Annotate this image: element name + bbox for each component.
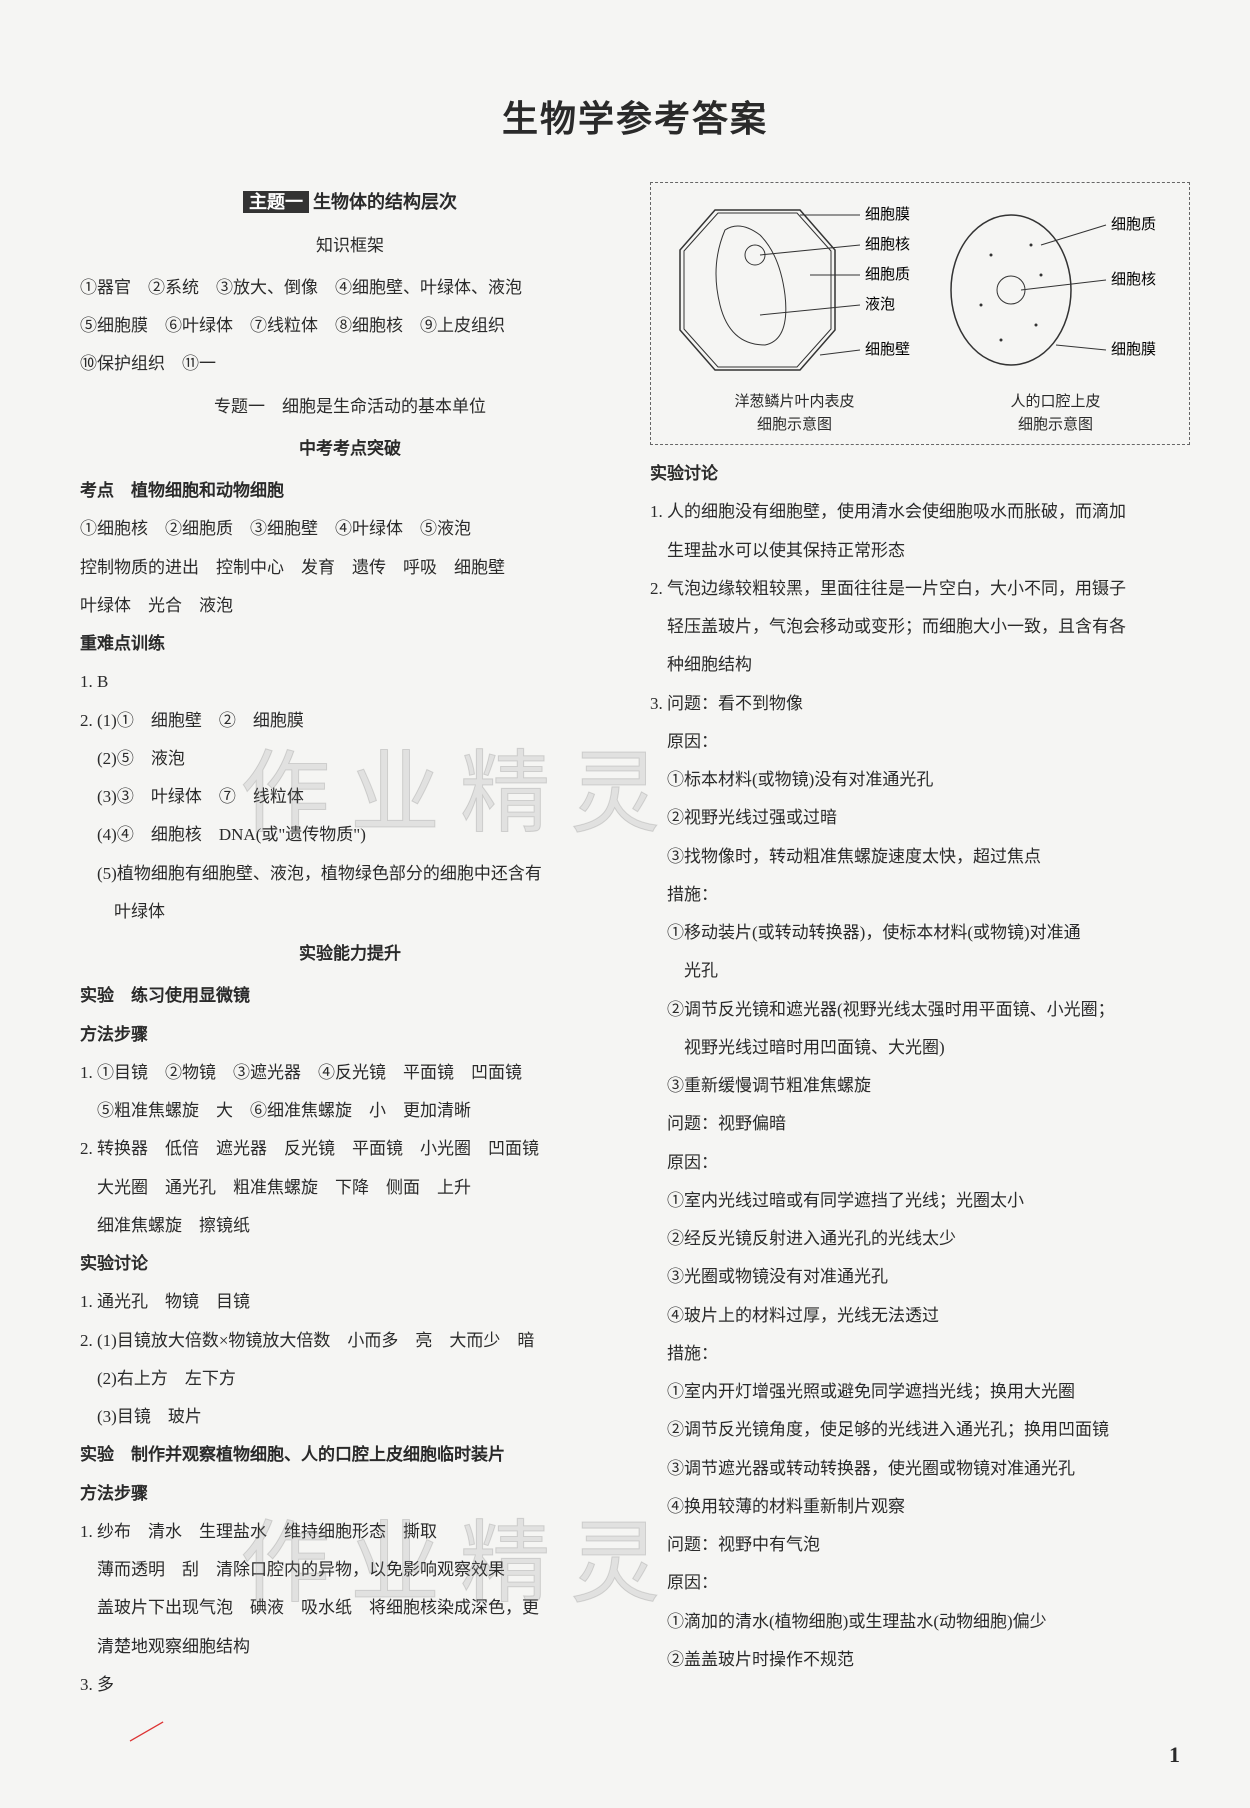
text-line: ③重新缓慢调节粗准焦螺旋 xyxy=(650,1067,1190,1105)
text-line: 1. 通光孔 物镜 目镜 xyxy=(80,1283,620,1321)
text-line: 原因： xyxy=(650,1564,1190,1602)
cell-diagram-box: 细胞膜 细胞核 细胞质 液泡 细胞壁 洋葱鳞片叶内表皮 细胞示意图 xyxy=(650,182,1190,445)
text-line: ④换用较薄的材料重新制片观察 xyxy=(650,1488,1190,1526)
text-line: ①标本材料(或物镜)没有对准通光孔 xyxy=(650,761,1190,799)
label: 细胞质 xyxy=(1111,216,1156,233)
text-line: 问题：视野中有气泡 xyxy=(650,1526,1190,1564)
text-line: (4)④ 细胞核 DNA(或"遗传物质") xyxy=(80,816,620,854)
label: 细胞核 xyxy=(865,236,910,253)
text-line: 措施： xyxy=(650,876,1190,914)
text-line: 盖玻片下出现气泡 碘液 吸水纸 将细胞核染成深色，更 xyxy=(80,1589,620,1627)
topic-header: 主题一生物体的结构层次 xyxy=(80,182,620,223)
text-line: 1. 人的细胞没有细胞壁，使用清水会使细胞吸水而胀破，而滴加 xyxy=(650,493,1190,531)
text-line: 原因： xyxy=(650,723,1190,761)
text-line: 1. 纱布 清水 生理盐水 维持细胞形态 撕取 xyxy=(80,1513,620,1551)
text-line: 2. 转换器 低倍 遮光器 反光镜 平面镜 小光圈 凹面镜 xyxy=(80,1130,620,1168)
label: 细胞质 xyxy=(865,266,910,283)
topic-tag: 主题一 xyxy=(243,191,309,213)
exam-header: 中考考点突破 xyxy=(80,430,620,468)
kaodian-label: 考点 植物细胞和动物细胞 xyxy=(80,472,620,510)
page-title: 生物学参考答案 xyxy=(80,90,1190,142)
content-columns: 主题一生物体的结构层次 知识框架 ①器官 ②系统 ③放大、倒像 ④细胞壁、叶绿体… xyxy=(80,182,1190,1704)
text-line: ②调节反光镜和遮光器(视野光线太强时用平面镜、小光圈； xyxy=(650,991,1190,1029)
animal-caption: 人的口腔上皮 细胞示意图 xyxy=(1010,391,1100,436)
animal-cell-diagram: 细胞质 细胞核 细胞膜 人的口腔上皮 细胞示意图 xyxy=(941,195,1171,436)
text-line: 原因： xyxy=(650,1144,1190,1182)
page-number: 1 xyxy=(1169,1742,1180,1768)
text-line: ②经反光镜反射进入通光孔的光线太少 xyxy=(650,1220,1190,1258)
text-line: ④玻片上的材料过厚，光线无法透过 xyxy=(650,1297,1190,1335)
step2-label: 方法步骤 xyxy=(80,1475,620,1513)
text-line: ②视野光线过强或过暗 xyxy=(650,799,1190,837)
text-line: 2. (1)① 细胞壁 ② 细胞膜 xyxy=(80,702,620,740)
text-line: 清楚地观察细胞结构 xyxy=(80,1628,620,1666)
label: 细胞核 xyxy=(1111,271,1156,288)
animal-cell-svg: 细胞质 细胞核 细胞膜 xyxy=(941,195,1171,385)
text-line: 1. B xyxy=(80,663,620,701)
hard-label: 重难点训练 xyxy=(80,625,620,663)
text-line: ③调节遮光器或转动转换器，使光圈或物镜对准通光孔 xyxy=(650,1450,1190,1488)
text-line: ①器官 ②系统 ③放大、倒像 ④细胞壁、叶绿体、液泡 xyxy=(80,269,620,307)
text-line: ①室内开灯增强光照或避免同学遮挡光线；换用大光圈 xyxy=(650,1373,1190,1411)
exp-header: 实验能力提升 xyxy=(80,935,620,973)
text-line: 3. 多 xyxy=(80,1666,620,1704)
text-line: ③找物像时，转动粗准焦螺旋速度太快，超过焦点 xyxy=(650,838,1190,876)
red-check-mark: ／ xyxy=(127,1705,167,1755)
text-line: 1. ①目镜 ②物镜 ③遮光器 ④反光镜 平面镜 凹面镜 xyxy=(80,1054,620,1092)
caption-line: 人的口腔上皮 xyxy=(1010,391,1100,414)
frame-header: 知识框架 xyxy=(80,227,620,265)
text-line: (2)右上方 左下方 xyxy=(80,1360,620,1398)
text-line: 光孔 xyxy=(650,952,1190,990)
text-line: ⑤细胞膜 ⑥叶绿体 ⑦线粒体 ⑧细胞核 ⑨上皮组织 xyxy=(80,307,620,345)
text-line: 轻压盖玻片，气泡会移动或变形；而细胞大小一致，且含有各 xyxy=(650,608,1190,646)
sub-topic: 专题一 细胞是生命活动的基本单位 xyxy=(80,388,620,426)
text-line: 措施： xyxy=(650,1335,1190,1373)
text-line: ②盖盖玻片时操作不规范 xyxy=(650,1641,1190,1679)
text-line: (2)⑤ 液泡 xyxy=(80,740,620,778)
text-line: 叶绿体 光合 液泡 xyxy=(80,587,620,625)
text-line: 细准焦螺旋 擦镜纸 xyxy=(80,1207,620,1245)
text-line: ⑩保护组织 ⑪一 xyxy=(80,345,620,383)
caption-line: 细胞示意图 xyxy=(734,414,854,437)
disc-label: 实验讨论 xyxy=(650,455,1190,493)
text-line: 生理盐水可以使其保持正常形态 xyxy=(650,532,1190,570)
exp2-label: 实验 制作并观察植物细胞、人的口腔上皮细胞临时装片 xyxy=(80,1436,620,1474)
text-line: 2. (1)目镜放大倍数×物镜放大倍数 小而多 亮 大而少 暗 xyxy=(80,1322,620,1360)
text-line: 3. 问题：看不到物像 xyxy=(650,685,1190,723)
text-line: ①室内光线过暗或有同学遮挡了光线；光圈太小 xyxy=(650,1182,1190,1220)
plant-cell-svg: 细胞膜 细胞核 细胞质 液泡 细胞壁 xyxy=(670,195,920,385)
document-page: 作业精灵 作业精灵 生物学参考答案 主题一生物体的结构层次 知识框架 ①器官 ②… xyxy=(0,0,1250,1808)
label: 细胞膜 xyxy=(865,206,910,223)
right-column: 细胞膜 细胞核 细胞质 液泡 细胞壁 洋葱鳞片叶内表皮 细胞示意图 xyxy=(650,182,1190,1704)
exp1-label: 实验 练习使用显微镜 xyxy=(80,977,620,1015)
text-line: 叶绿体 xyxy=(80,893,620,931)
text-line: ②调节反光镜角度，使足够的光线进入通光孔；换用凹面镜 xyxy=(650,1411,1190,1449)
text-line: 种细胞结构 xyxy=(650,646,1190,684)
text-line: ①细胞核 ②细胞质 ③细胞壁 ④叶绿体 ⑤液泡 xyxy=(80,510,620,548)
text-line: ⑤粗准焦螺旋 大 ⑥细准焦螺旋 小 更加清晰 xyxy=(80,1092,620,1130)
text-line: ①滴加的清水(植物细胞)或生理盐水(动物细胞)偏少 xyxy=(650,1603,1190,1641)
text-line: 大光圈 通光孔 粗准焦螺旋 下降 侧面 上升 xyxy=(80,1169,620,1207)
caption-line: 细胞示意图 xyxy=(1010,414,1100,437)
disc-label: 实验讨论 xyxy=(80,1245,620,1283)
caption-line: 洋葱鳞片叶内表皮 xyxy=(734,391,854,414)
text-line: (3)③ 叶绿体 ⑦ 线粒体 xyxy=(80,778,620,816)
plant-cell-diagram: 细胞膜 细胞核 细胞质 液泡 细胞壁 洋葱鳞片叶内表皮 细胞示意图 xyxy=(670,195,920,436)
text-line: 问题：视野偏暗 xyxy=(650,1105,1190,1143)
text-line: 2. 气泡边缘较粗较黑，里面往往是一片空白，大小不同，用镊子 xyxy=(650,570,1190,608)
text-line: 薄而透明 刮 清除口腔内的异物，以免影响观察效果 xyxy=(80,1551,620,1589)
text-line: ①移动装片(或转动转换器)，使标本材料(或物镜)对准通 xyxy=(650,914,1190,952)
label: 细胞壁 xyxy=(865,341,910,358)
label: 液泡 xyxy=(865,296,895,313)
text-line: 视野光线过暗时用凹面镜、大光圈) xyxy=(650,1029,1190,1067)
text-line: (3)目镜 玻片 xyxy=(80,1398,620,1436)
text-line: ③光圈或物镜没有对准通光孔 xyxy=(650,1258,1190,1296)
topic-title: 生物体的结构层次 xyxy=(313,192,457,212)
step-label: 方法步骤 xyxy=(80,1016,620,1054)
text-line: (5)植物细胞有细胞壁、液泡，植物绿色部分的细胞中还含有 xyxy=(80,855,620,893)
text-line: 控制物质的进出 控制中心 发育 遗传 呼吸 细胞壁 xyxy=(80,549,620,587)
plant-caption: 洋葱鳞片叶内表皮 细胞示意图 xyxy=(734,391,854,436)
label: 细胞膜 xyxy=(1111,341,1156,358)
left-column: 主题一生物体的结构层次 知识框架 ①器官 ②系统 ③放大、倒像 ④细胞壁、叶绿体… xyxy=(80,182,620,1704)
